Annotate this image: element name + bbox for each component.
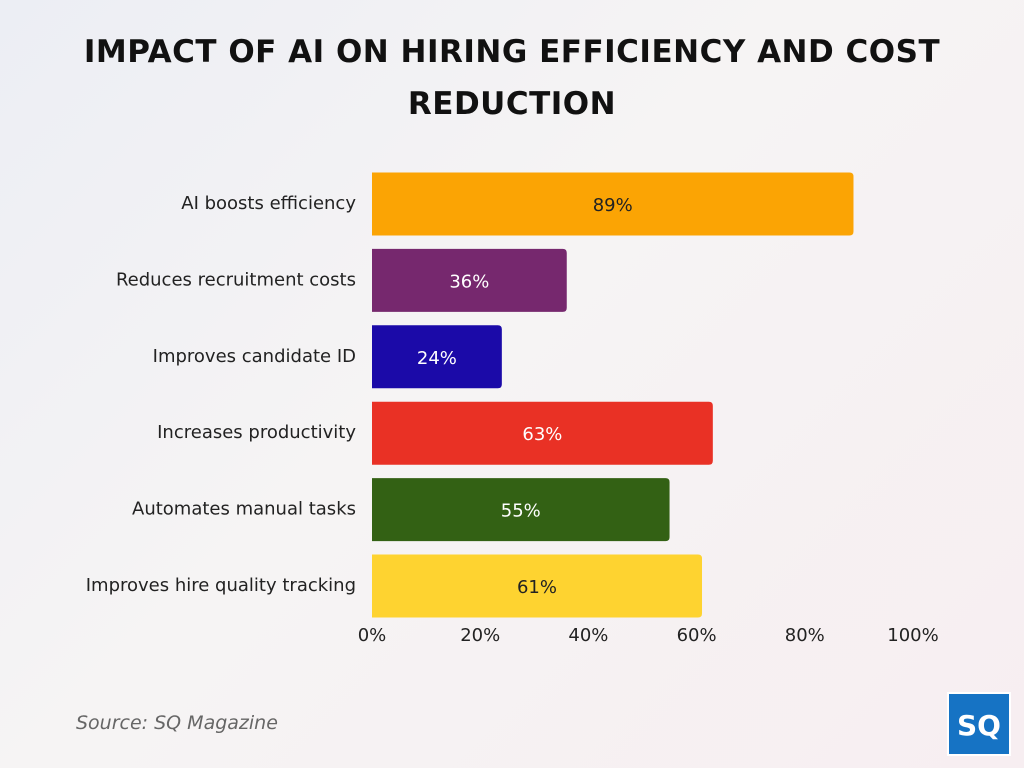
value-label: 61% bbox=[517, 577, 557, 598]
chart-title: IMPACT OF AI ON HIRING EFFICIENCY AND CO… bbox=[83, 34, 941, 122]
value-label: 63% bbox=[522, 424, 562, 445]
bar bbox=[372, 172, 854, 236]
x-tick-label: 40% bbox=[568, 625, 608, 646]
y-tick-label: Reduces recruitment costs bbox=[116, 269, 356, 290]
x-tick-label: 100% bbox=[887, 625, 938, 646]
bar bbox=[372, 325, 502, 389]
bar bbox=[372, 554, 703, 618]
y-tick-label: Automates manual tasks bbox=[132, 499, 356, 520]
y-tick-label: AI boosts efficiency bbox=[181, 193, 356, 214]
x-tick-label: 80% bbox=[785, 625, 825, 646]
value-label: 24% bbox=[417, 348, 457, 369]
x-tick-label: 60% bbox=[677, 625, 717, 646]
value-label: 36% bbox=[449, 271, 489, 292]
y-tick-label: Improves hire quality tracking bbox=[86, 575, 356, 596]
x-tick-label: 0% bbox=[358, 625, 387, 646]
bar bbox=[372, 248, 567, 312]
bar bbox=[372, 478, 670, 542]
y-tick-label: Improves candidate ID bbox=[153, 346, 356, 367]
logo: SQ bbox=[947, 692, 1011, 756]
y-tick-label: Increases productivity bbox=[157, 422, 356, 443]
source: Source: SQ Magazine bbox=[76, 712, 278, 734]
value-label: 89% bbox=[593, 195, 633, 216]
bar bbox=[372, 401, 713, 465]
x-tick-label: 20% bbox=[460, 625, 500, 646]
value-label: 55% bbox=[501, 501, 541, 522]
